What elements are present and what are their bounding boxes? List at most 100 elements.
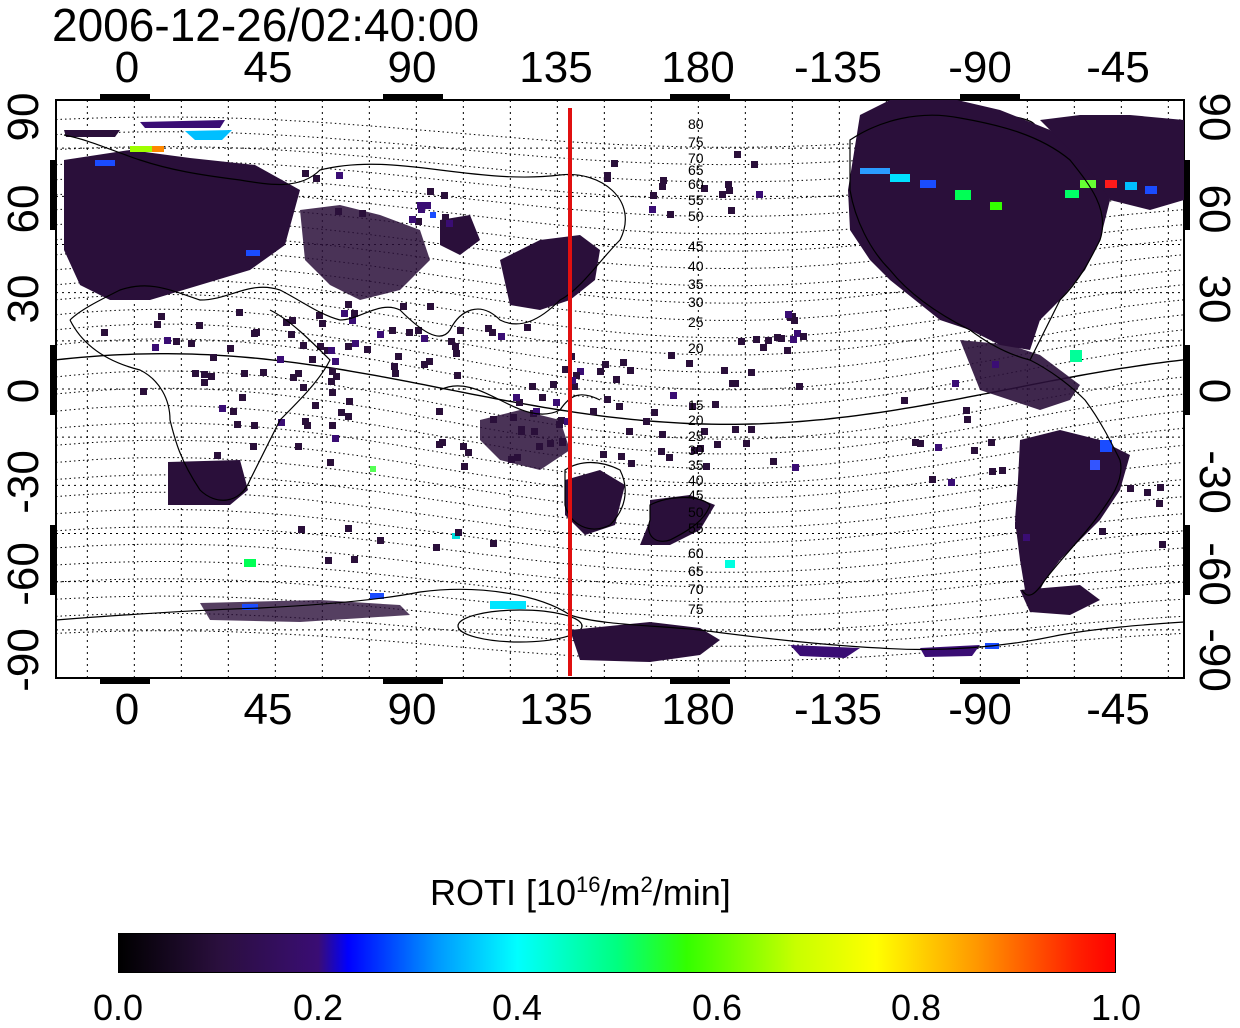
roti-cell <box>351 310 358 317</box>
roti-cell <box>597 368 604 375</box>
roti-cell <box>935 444 942 451</box>
roti-cell <box>726 187 733 194</box>
magnetic-contour <box>56 457 1184 514</box>
colorbar-title: ROTI [1016/m2/min] <box>430 872 731 913</box>
contour-label: 65 <box>688 563 704 579</box>
roti-cell <box>253 329 260 336</box>
roti-cell <box>377 537 384 544</box>
roti-cell <box>377 331 384 338</box>
roti-cell <box>395 353 402 360</box>
roti-cell <box>1020 554 1027 561</box>
roti-cell <box>748 369 755 376</box>
roti-cell <box>332 435 339 442</box>
roti-cell <box>332 358 339 365</box>
contour-label: 35 <box>688 276 704 292</box>
roti-cell <box>164 337 171 344</box>
roti-cell <box>433 544 440 551</box>
bottom-lon-tick-0: 0 <box>114 685 140 734</box>
roti-cell <box>529 383 536 390</box>
roti-cell <box>531 428 538 435</box>
roti-cell <box>152 344 159 351</box>
top-lon-tick-0: 0 <box>114 43 140 92</box>
roti-cell <box>513 394 520 401</box>
roti-cell <box>602 361 609 368</box>
roti-cell <box>250 443 257 450</box>
roti-cell <box>901 397 908 404</box>
roti-cell <box>1061 514 1068 521</box>
roti-cell <box>302 418 309 425</box>
roti-cell <box>351 556 358 563</box>
roti-cell <box>409 216 416 223</box>
roti-cell <box>686 360 693 367</box>
roti-cell <box>345 525 352 532</box>
roti-cell <box>283 319 290 326</box>
roti-cell <box>770 458 777 465</box>
roti-cell <box>298 526 305 533</box>
roti-cell <box>971 447 978 454</box>
roti-cell <box>963 407 970 414</box>
roti-cell <box>316 312 323 319</box>
contour-label: 60 <box>688 545 704 561</box>
roti-cell <box>689 403 696 410</box>
roti-cell <box>701 185 708 192</box>
roti-cell <box>1144 489 1151 496</box>
roti-cell <box>288 331 295 338</box>
contour-label: 30 <box>688 442 704 458</box>
roti-colorbar <box>118 933 1116 973</box>
contour-label: 35 <box>688 457 704 473</box>
roti-cell <box>667 211 674 218</box>
roti-cell <box>498 333 505 340</box>
roti-cell <box>600 451 607 458</box>
roti-cell <box>304 422 311 429</box>
top-lon-tick-m135: -135 <box>793 43 883 92</box>
roti-cell <box>714 441 721 448</box>
roti-cell <box>650 192 657 199</box>
contour-label: 60 <box>688 176 704 192</box>
roti-cell <box>333 373 340 380</box>
bottom-lon-tick-m135: -135 <box>793 685 883 734</box>
roti-cell <box>338 409 345 416</box>
roti-cell <box>738 338 745 345</box>
roti-cell <box>651 409 658 416</box>
roti-cell <box>421 335 428 342</box>
magnetic-contour <box>56 405 1184 470</box>
roti-cell <box>210 354 217 361</box>
roti-cell <box>400 303 407 310</box>
roti-cell <box>536 443 543 450</box>
roti-cell <box>439 439 446 446</box>
roti-cell <box>441 192 448 199</box>
contour-latitude-labels: 8075706560555045403530252015202530354045… <box>688 116 704 617</box>
roti-cell <box>239 394 246 401</box>
roti-cell <box>508 456 515 463</box>
roti-cell <box>442 214 449 221</box>
roti-cell <box>659 183 666 190</box>
roti-cell <box>359 210 366 217</box>
roti-cell <box>1055 507 1062 514</box>
roti-cell <box>446 220 453 227</box>
roti-cell <box>196 322 203 329</box>
roti-cell <box>1023 534 1030 541</box>
contour-label: 40 <box>688 258 704 274</box>
roti-cell <box>1099 528 1106 535</box>
roti-cell <box>778 335 785 342</box>
roti-cell <box>756 191 763 198</box>
roti-cell <box>329 422 336 429</box>
roti-cell <box>1062 497 1069 504</box>
roti-cell <box>328 378 335 385</box>
axis-tick-bars <box>50 94 1190 684</box>
contour-label: 25 <box>688 428 704 444</box>
roti-cell <box>569 377 576 384</box>
roti-cell <box>753 336 760 343</box>
bottom-lon-tick-90: 90 <box>387 685 437 734</box>
roti-cell <box>796 383 803 390</box>
roti-cell <box>792 464 799 471</box>
roti-cell <box>719 191 726 198</box>
roti-cell <box>300 384 307 391</box>
roti-cell <box>703 463 710 470</box>
roti-cell <box>319 320 326 327</box>
roti-cell <box>618 453 625 460</box>
roti-cell <box>454 372 461 379</box>
roti-cell <box>590 408 597 415</box>
roti-cell <box>510 414 517 421</box>
colorbar-tick-1: 0.2 <box>292 987 344 1028</box>
